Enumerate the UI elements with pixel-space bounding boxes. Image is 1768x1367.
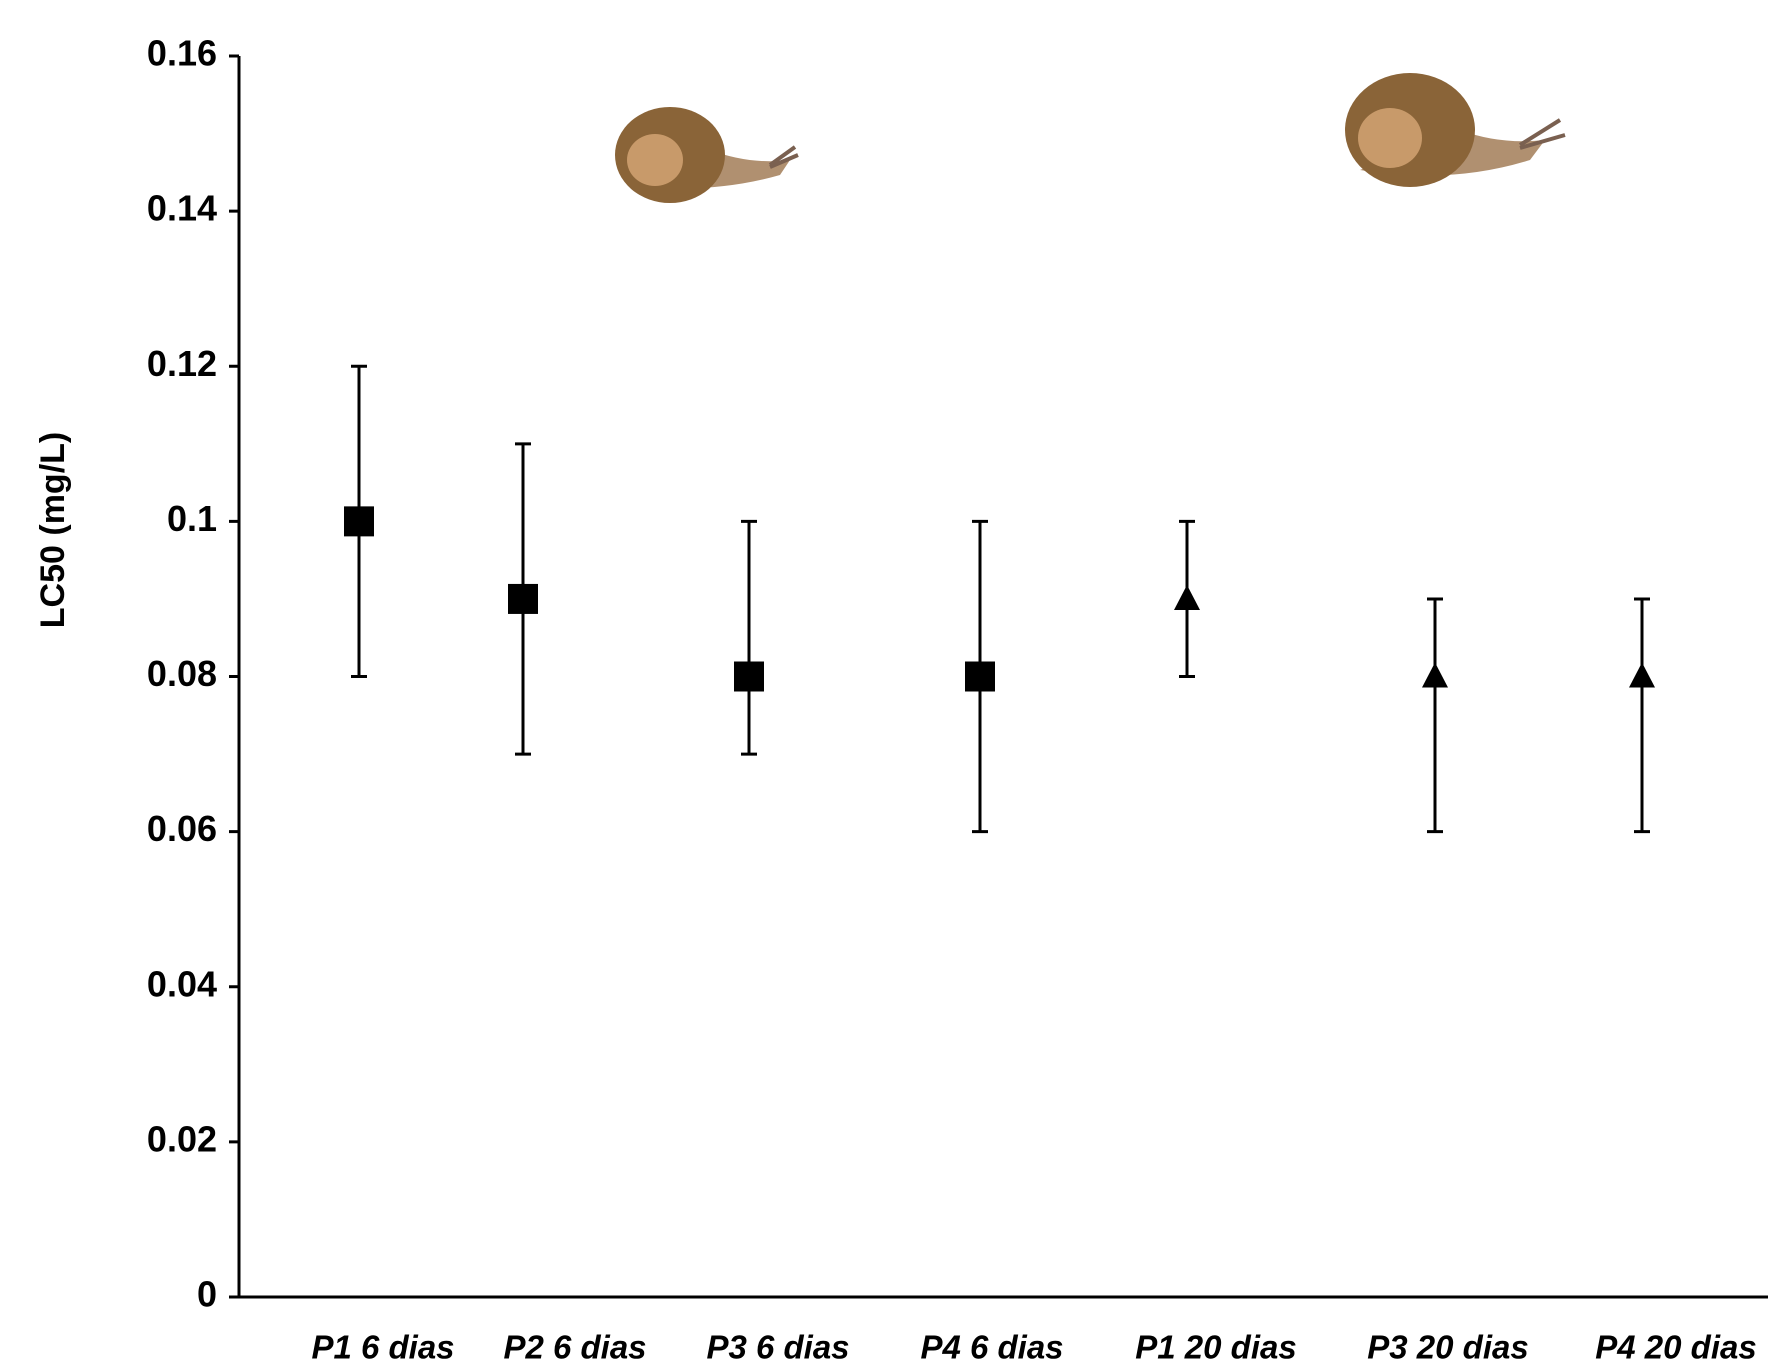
x-tick-label: P1 20 dias bbox=[1135, 1329, 1296, 1366]
marker-square bbox=[965, 661, 995, 692]
snail-illustration bbox=[1345, 73, 1566, 187]
y-tick-label: 0.06 bbox=[147, 808, 217, 849]
y-tick-label: 0.04 bbox=[147, 963, 217, 1004]
marker-square bbox=[508, 583, 538, 614]
marker-square bbox=[344, 506, 374, 537]
y-tick-label: 0.16 bbox=[147, 33, 217, 74]
snail-illustration bbox=[615, 107, 799, 203]
error-bar bbox=[741, 519, 757, 756]
y-tick-label: 0.08 bbox=[147, 653, 217, 694]
x-tick-label: P4 20 dias bbox=[1595, 1329, 1756, 1366]
marker-triangle bbox=[1174, 584, 1200, 610]
x-tick-label: P3 20 dias bbox=[1367, 1329, 1528, 1366]
x-tick-label: P2 6 dias bbox=[503, 1329, 646, 1366]
error-bar bbox=[1634, 597, 1650, 834]
y-tick-label: 0.02 bbox=[147, 1118, 217, 1159]
x-tick-label: P1 6 dias bbox=[311, 1329, 454, 1366]
marker-triangle bbox=[1629, 662, 1655, 688]
y-tick-label: 0.14 bbox=[147, 188, 217, 229]
y-axis-label: LC50 (mg/L) bbox=[34, 432, 72, 628]
marker-triangle bbox=[1422, 662, 1448, 688]
error-bar bbox=[1427, 597, 1443, 834]
y-tick-label: 0 bbox=[197, 1274, 217, 1315]
y-tick-label: 0.12 bbox=[147, 343, 217, 384]
x-tick-label: P4 6 dias bbox=[920, 1329, 1063, 1366]
x-tick-label: P3 6 dias bbox=[706, 1329, 849, 1366]
y-tick-label: 0.1 bbox=[167, 498, 217, 539]
marker-square bbox=[734, 661, 764, 692]
